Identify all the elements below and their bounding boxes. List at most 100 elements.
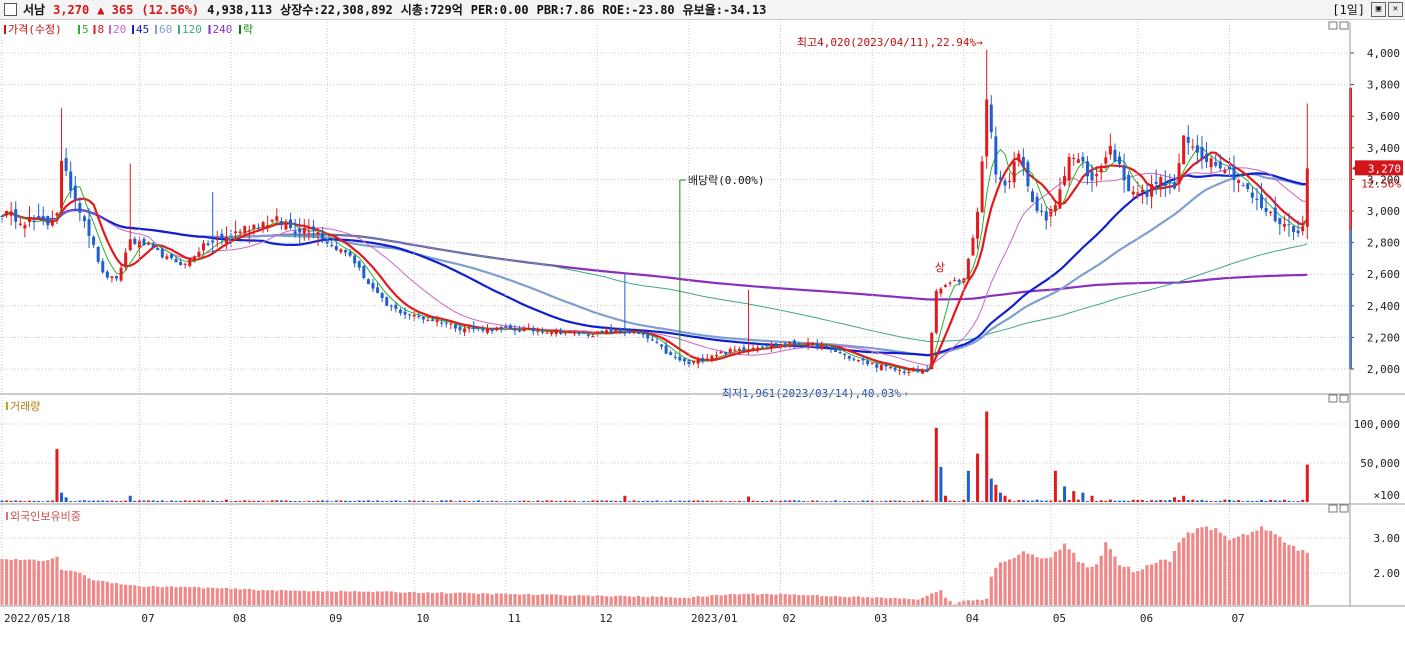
volume-bar-79 bbox=[362, 500, 366, 502]
foreign-bar-2 bbox=[9, 559, 13, 605]
foreign-bar-207 bbox=[948, 600, 952, 605]
legend-swatch-8 bbox=[239, 25, 241, 34]
foreign-bar-77 bbox=[353, 591, 357, 605]
foreign-bar-1 bbox=[4, 559, 9, 605]
foreign-bar-206 bbox=[943, 597, 948, 605]
volume-bar-266 bbox=[1218, 500, 1222, 502]
volume-bar-161 bbox=[737, 500, 741, 502]
volume-bar-176 bbox=[806, 501, 810, 502]
foreign-bar-231 bbox=[1058, 549, 1062, 605]
candle-body-42 bbox=[192, 256, 196, 261]
candle-body-112 bbox=[513, 328, 517, 331]
candle-body-13 bbox=[60, 160, 64, 209]
foreign-bar-118 bbox=[540, 594, 545, 605]
volume-bar-115 bbox=[527, 500, 531, 502]
volume-bar-103 bbox=[472, 501, 476, 502]
legend-swatch-4 bbox=[132, 25, 134, 34]
foreign-bar-112 bbox=[513, 594, 517, 605]
candle-body-275 bbox=[1260, 194, 1263, 208]
legend-item-4: 45 bbox=[136, 23, 149, 36]
volume-bar-100 bbox=[458, 500, 462, 502]
candle-body-55 bbox=[252, 224, 256, 229]
foreign-bar-15 bbox=[69, 570, 73, 605]
volume-bar-13 bbox=[60, 492, 64, 502]
candle-body-243 bbox=[1113, 149, 1117, 162]
candle-body-64 bbox=[293, 231, 297, 234]
candle-body-91 bbox=[417, 315, 421, 318]
foreign-bar-46 bbox=[211, 587, 215, 605]
y-tick-label-9: 3,800 bbox=[1367, 79, 1400, 92]
foreign-bar-40 bbox=[183, 586, 187, 605]
foreign-bar-74 bbox=[339, 590, 343, 605]
foreign-bar-268 bbox=[1227, 540, 1232, 605]
candle-body-14 bbox=[64, 158, 68, 171]
volume-bar-81 bbox=[371, 501, 375, 502]
volume-bar-193 bbox=[884, 500, 888, 502]
candle-body-258 bbox=[1182, 135, 1186, 165]
volume-bar-47 bbox=[215, 501, 219, 502]
restore-icon[interactable]: ▣ bbox=[1371, 2, 1386, 17]
x-tick-label-10: 04 bbox=[966, 612, 980, 625]
volume-bar-133 bbox=[609, 500, 613, 502]
candle-body-12 bbox=[55, 213, 59, 216]
foreign-bar-183 bbox=[838, 596, 842, 605]
candle-body-24 bbox=[110, 276, 114, 278]
volume-bar-216 bbox=[989, 478, 993, 502]
candle-body-86 bbox=[394, 304, 398, 309]
candle-body-150 bbox=[687, 360, 691, 365]
volume-bar-272 bbox=[1246, 500, 1250, 502]
candle-body-32 bbox=[147, 243, 151, 245]
foreign-bar-202 bbox=[925, 595, 929, 605]
candle-body-65 bbox=[298, 228, 302, 233]
pane-close-icon-0 bbox=[1339, 21, 1349, 30]
period-selector[interactable]: [1일] bbox=[1332, 3, 1365, 17]
foreign-bar-156 bbox=[714, 594, 719, 605]
volume-bar-217 bbox=[994, 484, 998, 502]
volume-bar-122 bbox=[559, 500, 563, 502]
candle-body-135 bbox=[618, 328, 622, 332]
foreign-bar-225 bbox=[1030, 554, 1035, 605]
foreign-bar-63 bbox=[288, 590, 293, 605]
close-icon[interactable]: ✕ bbox=[1388, 2, 1403, 17]
candle-body-269 bbox=[1232, 165, 1236, 180]
candle-body-103 bbox=[472, 325, 476, 329]
volume-bar-167 bbox=[765, 501, 769, 502]
candle-body-125 bbox=[573, 331, 576, 334]
candle-body-226 bbox=[1035, 196, 1039, 212]
y-tick-label-7: 3,400 bbox=[1367, 142, 1400, 155]
candle-body-156 bbox=[714, 354, 718, 357]
candle-body-98 bbox=[449, 323, 453, 325]
candle-body-126 bbox=[577, 332, 581, 335]
volume-bar-153 bbox=[701, 500, 705, 502]
volume-bar-160 bbox=[733, 501, 737, 502]
candle-body-120 bbox=[550, 332, 554, 334]
foreign-bar-245 bbox=[1122, 566, 1126, 605]
candle-body-21 bbox=[96, 246, 100, 262]
legend-swatch-2 bbox=[93, 25, 96, 34]
candle-body-40 bbox=[183, 263, 187, 265]
volume-bar-73 bbox=[334, 500, 338, 502]
volume-bar-53 bbox=[243, 500, 247, 502]
checkbox-icon[interactable] bbox=[4, 3, 17, 16]
volume-bar-182 bbox=[834, 500, 838, 502]
x-tick-label-13: 07 bbox=[1231, 612, 1244, 625]
candle-body-262 bbox=[1200, 147, 1204, 159]
candle-body-15 bbox=[69, 171, 73, 191]
legend-swatch-0 bbox=[4, 25, 6, 34]
foreign-bar-198 bbox=[907, 598, 911, 605]
candle-body-230 bbox=[1053, 204, 1057, 212]
volume-bar-285 bbox=[1305, 464, 1309, 502]
candle-body-153 bbox=[701, 357, 705, 361]
candle-body-116 bbox=[531, 327, 535, 332]
volume-bar-49 bbox=[224, 499, 228, 502]
candle-body-106 bbox=[485, 327, 489, 333]
candle-body-101 bbox=[463, 328, 467, 333]
volume-bar-249 bbox=[1140, 500, 1144, 502]
volume-bar-256 bbox=[1172, 497, 1176, 502]
candle-body-95 bbox=[435, 320, 439, 323]
volume-bar-280 bbox=[1282, 499, 1286, 502]
volume-bar-284 bbox=[1301, 499, 1305, 502]
volume-bar-245 bbox=[1122, 500, 1126, 502]
foreign-tick-label-0: 3.00 bbox=[1374, 532, 1401, 545]
volume-bar-163 bbox=[747, 496, 751, 502]
